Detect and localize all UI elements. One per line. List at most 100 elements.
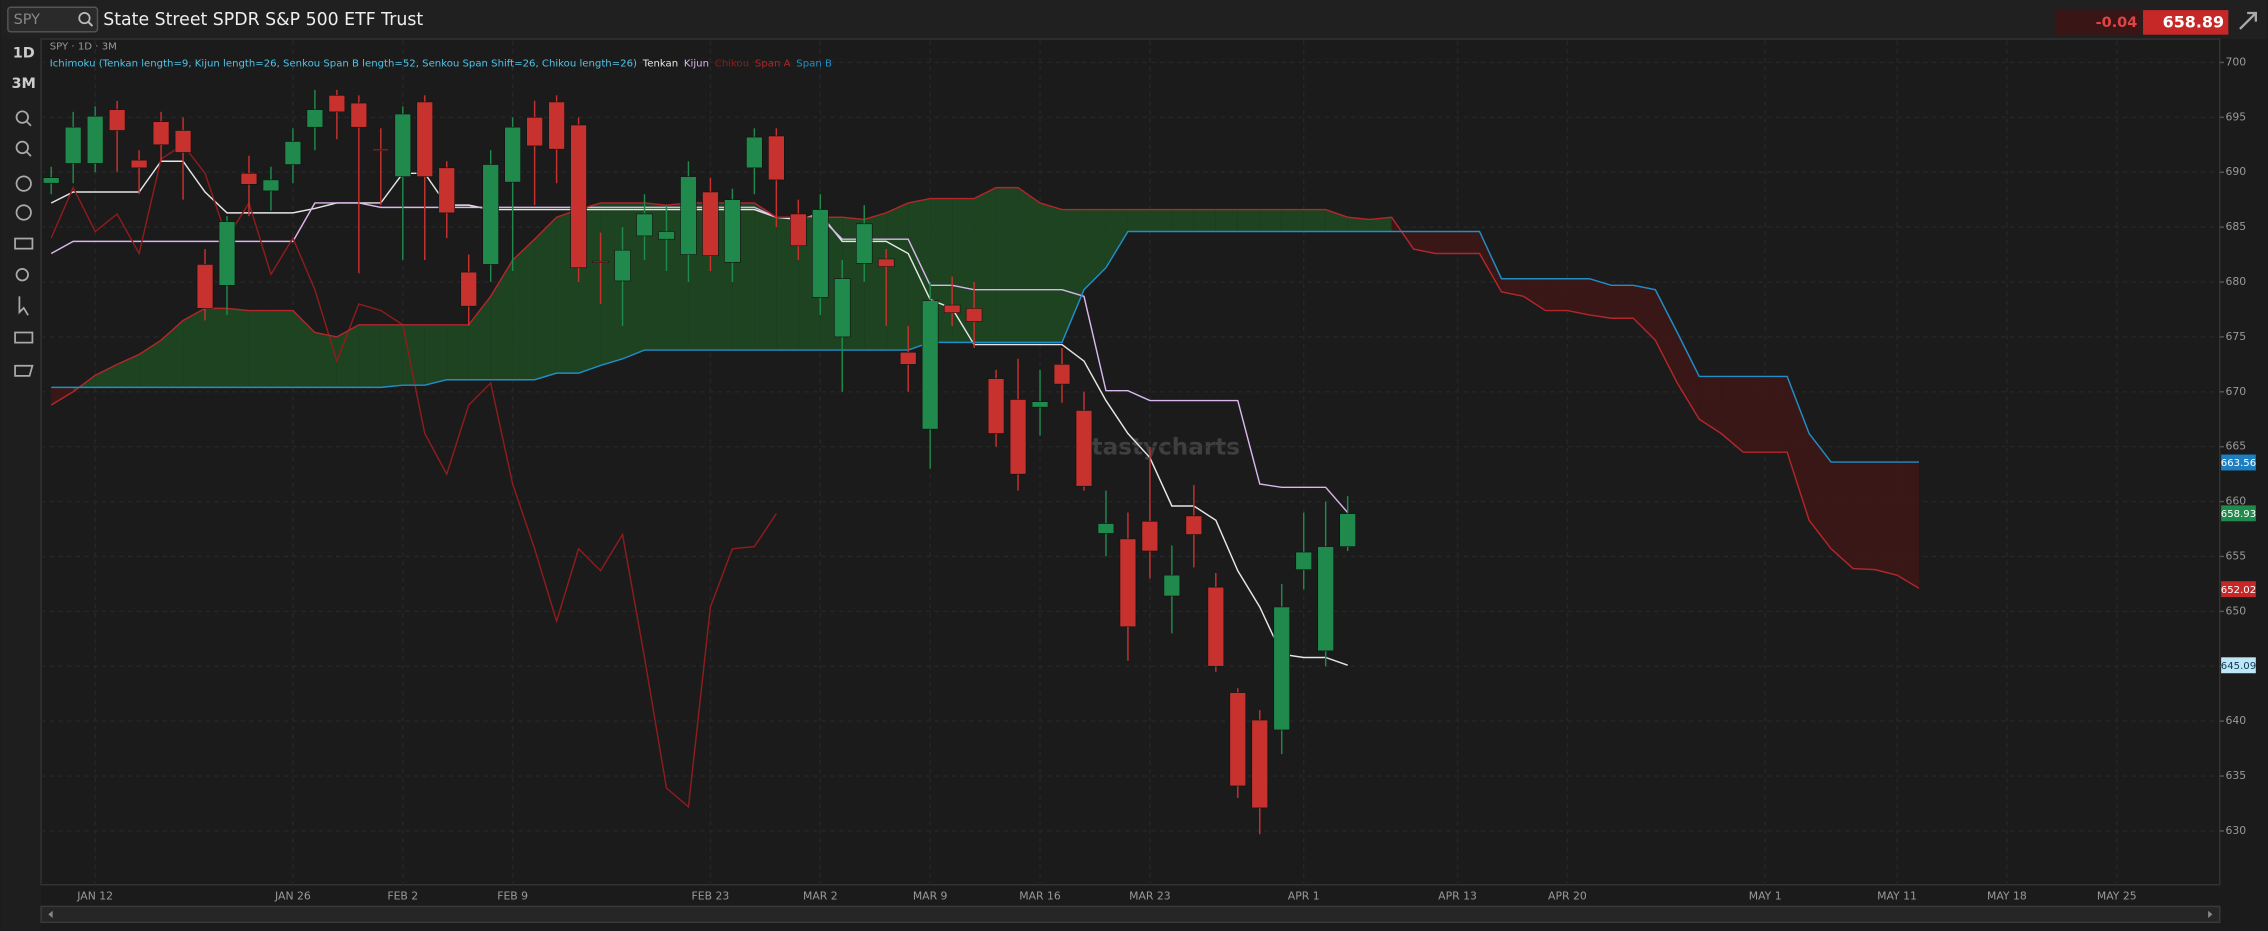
cloud-segment xyxy=(996,187,1019,343)
x-tick-label: MAR 2 xyxy=(803,889,838,902)
candle-body xyxy=(1119,538,1137,628)
cloud-segment xyxy=(1435,231,1458,254)
watermark: tastycharts xyxy=(1092,435,1241,461)
cloud-segment xyxy=(1237,209,1260,232)
cloud-segment xyxy=(1809,433,1832,549)
zoom-in-handle xyxy=(26,120,32,127)
cloud-segment xyxy=(248,310,271,388)
y-tick-label: 655 xyxy=(2225,549,2246,562)
y-tick-label: 670 xyxy=(2225,385,2246,398)
cloud-segment xyxy=(336,324,359,388)
cloud-segment xyxy=(1875,462,1898,576)
cloud-segment xyxy=(1677,332,1700,420)
zoom-out-handle xyxy=(26,151,32,157)
cloud-segment xyxy=(1127,209,1150,232)
last-price[interactable]: 658.89 xyxy=(2163,13,2224,32)
cloud-segment xyxy=(380,324,403,388)
search-icon-handle xyxy=(87,20,94,27)
popout-icon[interactable] xyxy=(2239,11,2257,30)
legend-entry: Span A xyxy=(755,59,791,70)
candle-body xyxy=(482,164,499,265)
drawing-icon[interactable] xyxy=(15,204,32,221)
cloud-segment xyxy=(51,387,74,405)
candle-body xyxy=(680,176,697,255)
cloud-segment xyxy=(1171,209,1194,232)
cursor-icon[interactable] xyxy=(18,296,29,316)
x-tick-label: MAY 1 xyxy=(1749,889,1782,902)
cloud-segment xyxy=(1347,217,1370,232)
cloud-segment xyxy=(161,320,184,388)
candle-body xyxy=(965,308,983,322)
cloud-segment xyxy=(1501,278,1524,297)
indicator-icon[interactable] xyxy=(15,175,32,192)
candle-body xyxy=(1339,513,1356,547)
price-marker-label: 645.09 xyxy=(2221,661,2256,672)
cloud-segment xyxy=(490,260,513,380)
legend: Ichimoku (Tenkan length=9, Kijun length=… xyxy=(50,59,832,70)
indicator-line xyxy=(50,186,1920,589)
search-icon[interactable] xyxy=(78,11,91,25)
candle-body xyxy=(834,278,851,338)
zoom-in-icon[interactable] xyxy=(15,110,29,124)
cloud-segment xyxy=(974,187,997,343)
candle-body xyxy=(284,141,302,165)
cloud-segment xyxy=(1105,209,1128,268)
candle-body xyxy=(460,271,477,307)
price-marker xyxy=(2221,657,2256,674)
study-icon[interactable] xyxy=(14,237,34,250)
candle-body xyxy=(86,115,104,164)
settings-icon[interactable] xyxy=(15,268,29,282)
scroll-left[interactable] xyxy=(48,910,53,918)
layout-icon[interactable] xyxy=(14,331,34,344)
candle-body xyxy=(504,126,521,183)
chart-layer: 6306356406456506556606656706756806856906… xyxy=(41,40,2256,902)
zoom-out-icon[interactable] xyxy=(15,140,29,155)
x-tick-label: MAR 16 xyxy=(1019,889,1061,902)
y-tick-label: 650 xyxy=(2225,604,2246,617)
cloud-segment xyxy=(226,308,249,388)
scrollbar[interactable] xyxy=(40,905,2221,924)
cloud-segment xyxy=(1589,278,1612,319)
instrument-name: State Street SPDR S&P 500 ETF Trust xyxy=(103,10,423,30)
x-tick-label: MAY 25 xyxy=(2097,889,2137,902)
candle-body xyxy=(262,179,280,192)
range-button[interactable]: 3M xyxy=(12,76,36,92)
cloud-segment xyxy=(886,202,909,351)
x-tick-label: MAY 18 xyxy=(1987,889,2027,902)
candle-body xyxy=(306,109,324,128)
cloud-segment xyxy=(117,354,140,388)
candle-body xyxy=(174,130,192,153)
search-symbol[interactable]: SPY xyxy=(14,12,41,28)
cloud-segment xyxy=(292,310,315,388)
cloud-segment xyxy=(1633,285,1656,341)
legend-entry: Kijun xyxy=(684,59,709,70)
interval-button[interactable]: 1D xyxy=(13,45,35,61)
indicator-line xyxy=(50,143,777,809)
cloud-segment xyxy=(1062,209,1084,343)
y-tick-label: 665 xyxy=(2225,440,2246,453)
cloud-segment xyxy=(1743,376,1766,453)
search-box[interactable] xyxy=(7,6,99,33)
candle-body xyxy=(64,126,82,164)
cloud-segment xyxy=(1721,376,1744,453)
candle-body xyxy=(1097,523,1115,534)
candle-body xyxy=(790,213,807,247)
x-tick-label: APR 13 xyxy=(1438,889,1477,902)
candle-body xyxy=(526,117,543,147)
left-toolbar xyxy=(0,39,42,931)
scroll-right[interactable] xyxy=(2208,910,2213,918)
folder-icon[interactable] xyxy=(14,364,34,377)
x-tick-label: FEB 23 xyxy=(692,889,730,902)
candle-body xyxy=(746,136,763,169)
cloud-segment xyxy=(1413,231,1436,254)
candle-body xyxy=(1053,364,1071,385)
candle-body xyxy=(614,249,631,282)
cloud-segment xyxy=(600,202,623,366)
cloud-segment xyxy=(1303,209,1326,232)
cloud-segment xyxy=(644,202,667,351)
cloud-segment xyxy=(622,202,645,359)
y-tick-label: 680 xyxy=(2225,275,2246,288)
price-marker xyxy=(2221,581,2256,598)
candle-body xyxy=(1229,692,1247,787)
last-price-box[interactable] xyxy=(2143,10,2229,35)
